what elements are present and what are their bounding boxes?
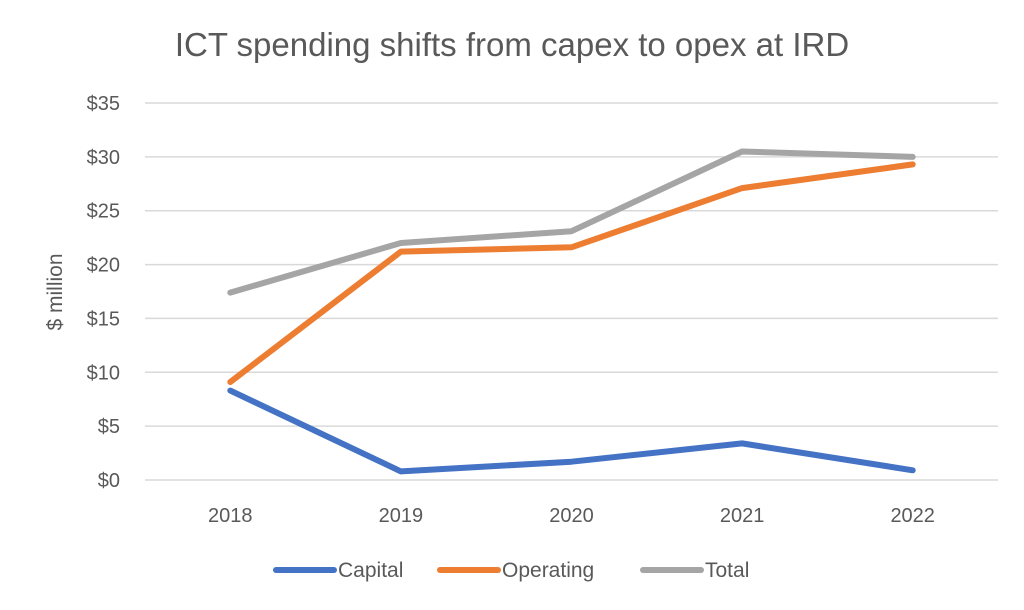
x-tick-label: 2022	[890, 505, 935, 527]
chart-title: ICT spending shifts from capex to opex a…	[175, 26, 849, 63]
y-tick-label: $10	[87, 362, 120, 384]
y-tick-label: $30	[87, 147, 120, 169]
legend: Capital Operating Total	[273, 559, 749, 582]
y-tick-label: $35	[87, 93, 120, 115]
y-axis-label: $ million	[44, 253, 67, 330]
y-tick-label: $15	[87, 308, 120, 330]
x-tick-label: 2018	[208, 505, 253, 527]
series-line-total	[227, 148, 916, 296]
y-tick-label: $0	[98, 470, 120, 492]
series-line-capital	[227, 387, 916, 475]
y-tick-label: $5	[98, 416, 120, 438]
x-axis-ticks: 2018 2019 2020 2021 2022	[208, 505, 935, 527]
legend-label-capital: Capital	[338, 559, 403, 582]
legend-label-operating: Operating	[502, 559, 594, 582]
series-lines	[227, 148, 916, 475]
y-tick-label: $25	[87, 201, 120, 223]
x-tick-label: 2019	[379, 505, 424, 527]
gridlines	[145, 102, 998, 481]
x-tick-label: 2021	[720, 505, 765, 527]
y-axis-ticks: $0 $5 $10 $15 $20 $25 $30 $35	[87, 93, 120, 492]
x-tick-label: 2020	[549, 505, 594, 527]
legend-label-total: Total	[705, 559, 749, 582]
y-tick-label: $20	[87, 255, 120, 277]
series-line-operating	[227, 161, 916, 385]
